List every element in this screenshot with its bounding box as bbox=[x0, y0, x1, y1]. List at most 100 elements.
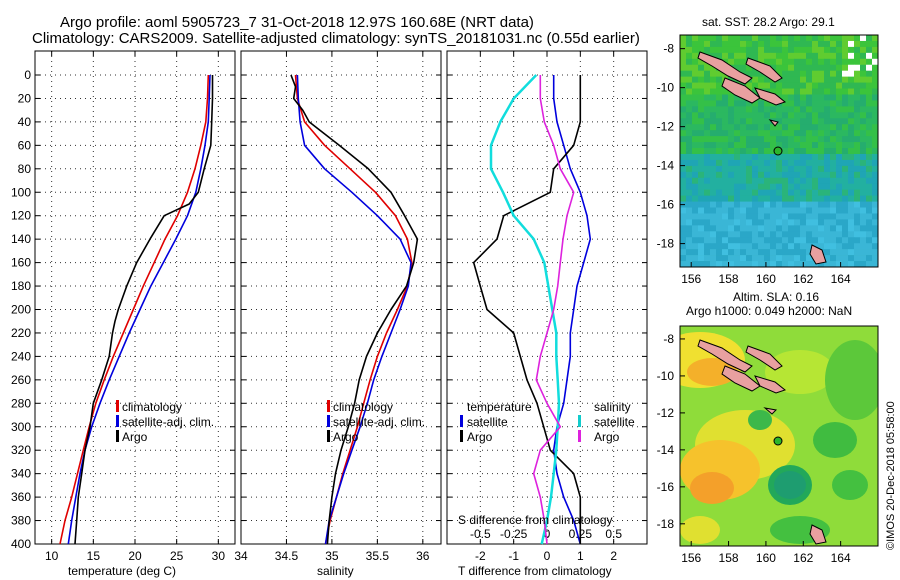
sst-cell bbox=[800, 189, 807, 196]
x-tick-label: 35 bbox=[325, 549, 339, 563]
sst-cell bbox=[860, 94, 867, 101]
sst-cell bbox=[758, 219, 765, 226]
sst-cell bbox=[824, 106, 831, 113]
sst-cell bbox=[716, 40, 723, 48]
sst-cell bbox=[740, 35, 747, 42]
sst-cell bbox=[830, 183, 837, 190]
sst-cell bbox=[854, 237, 861, 244]
sst-cell bbox=[866, 207, 873, 214]
sst-cell bbox=[740, 243, 747, 250]
sst-cell bbox=[698, 261, 705, 267]
sst-cell bbox=[860, 70, 867, 77]
sst-cell bbox=[782, 213, 789, 220]
sst-cell bbox=[752, 124, 759, 131]
sst-cell bbox=[758, 177, 765, 185]
sst-cell bbox=[782, 243, 789, 250]
sst-cell bbox=[764, 195, 771, 202]
sst-cell bbox=[830, 189, 837, 196]
sst-cell bbox=[854, 100, 861, 107]
sst-cell bbox=[866, 94, 873, 101]
sst-cell bbox=[698, 183, 705, 190]
sst-cell bbox=[692, 76, 699, 83]
sst-cell bbox=[716, 159, 723, 167]
sst-cell bbox=[836, 243, 843, 250]
sst-cell bbox=[836, 52, 843, 60]
sst-cell bbox=[710, 261, 717, 267]
sst-cell bbox=[824, 153, 831, 161]
sla-map-title-line1: Altim. SLA: 0.16 bbox=[733, 290, 819, 304]
sst-cell bbox=[716, 207, 723, 214]
sst-cell bbox=[716, 153, 723, 161]
legend-t-argo: Argo bbox=[467, 430, 493, 444]
sst-cell bbox=[782, 118, 789, 125]
sst-cell bbox=[800, 213, 807, 220]
sst-cell bbox=[782, 94, 789, 101]
sst-cell bbox=[782, 76, 789, 83]
sst-cell bbox=[704, 40, 711, 48]
sst-cell bbox=[698, 136, 705, 143]
sst-cell bbox=[848, 255, 855, 262]
sst-cell bbox=[806, 76, 813, 83]
sst-cell bbox=[848, 58, 855, 66]
sst-cell bbox=[824, 243, 831, 250]
sst-cell bbox=[764, 237, 771, 244]
sst-cell bbox=[740, 189, 747, 196]
sst-cell bbox=[830, 76, 837, 83]
sst-cell bbox=[812, 171, 819, 179]
sst-cell bbox=[764, 100, 771, 107]
sst-cell bbox=[836, 46, 843, 54]
x-tick-label: 15 bbox=[87, 549, 101, 563]
x-tick-label: 34 bbox=[234, 549, 248, 563]
sst-cell bbox=[770, 46, 777, 54]
sst-cell bbox=[800, 148, 807, 155]
sst-cell bbox=[698, 189, 705, 196]
depth-tick-label: 100 bbox=[11, 185, 31, 199]
sst-cell bbox=[716, 35, 723, 42]
lat-tick-label: -18 bbox=[657, 237, 675, 251]
sst-cell bbox=[752, 249, 759, 256]
sst-cell bbox=[710, 243, 717, 250]
sst-cell bbox=[686, 219, 693, 226]
sst-cell bbox=[782, 165, 789, 173]
sst-cell bbox=[698, 130, 705, 137]
sst-cell bbox=[758, 112, 765, 119]
legend-argo-swatch bbox=[116, 430, 119, 442]
sst-cell bbox=[728, 237, 735, 244]
sst-cell bbox=[794, 195, 801, 202]
sst-cell bbox=[794, 130, 801, 137]
sst-cell bbox=[680, 88, 687, 95]
sst-cell bbox=[854, 183, 861, 190]
sst-cell bbox=[842, 249, 849, 256]
sst-cell bbox=[680, 189, 687, 196]
sst-cell bbox=[866, 52, 873, 60]
sst-cell bbox=[764, 159, 771, 167]
sst-cell bbox=[758, 100, 765, 107]
sst-cell bbox=[812, 64, 819, 71]
sst-cell bbox=[740, 106, 747, 113]
sst-cell bbox=[752, 112, 759, 119]
sst-cell bbox=[812, 177, 819, 185]
sst-cell bbox=[800, 46, 807, 54]
sst-cell bbox=[842, 165, 849, 173]
sst-cell bbox=[842, 177, 849, 185]
sst-cell bbox=[872, 219, 878, 226]
sst-cell bbox=[806, 213, 813, 220]
sst-cell bbox=[716, 213, 723, 220]
sst-cell bbox=[692, 201, 699, 208]
sst-cell bbox=[848, 153, 855, 161]
sst-cell bbox=[692, 130, 699, 137]
sst-cell bbox=[806, 153, 813, 161]
sst-cell bbox=[866, 70, 873, 77]
sst-cell bbox=[854, 148, 861, 155]
legend-satellite-swatch bbox=[327, 415, 330, 427]
sst-cell bbox=[824, 88, 831, 95]
sst-cell bbox=[752, 106, 759, 113]
sst-cell bbox=[866, 118, 873, 125]
sst-cell bbox=[704, 153, 711, 161]
sst-cell bbox=[680, 100, 687, 107]
sst-cell bbox=[788, 261, 795, 267]
sst-cell bbox=[734, 225, 741, 232]
sst-cell bbox=[818, 130, 825, 137]
sst-cell bbox=[686, 40, 693, 48]
sst-cell bbox=[818, 237, 825, 244]
